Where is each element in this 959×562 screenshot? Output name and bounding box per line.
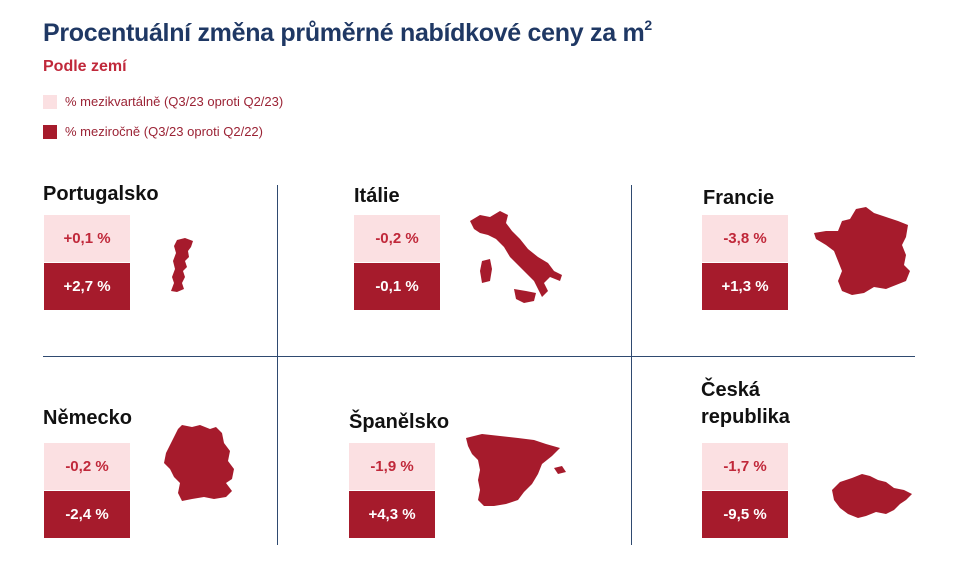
qoq-value-italy: -0,2 % <box>354 215 440 262</box>
czech-map-icon <box>832 474 912 518</box>
spain-map-icon <box>466 434 566 506</box>
qoq-value-czechia: -1,7 % <box>702 443 788 490</box>
italy-map-icon <box>470 211 562 303</box>
legend-label-qoq: % mezikvartálně (Q3/23 oproti Q2/23) <box>65 94 284 109</box>
country-name-france: Francie <box>703 187 775 209</box>
qoq-value-portugal: +0,1 % <box>44 215 130 262</box>
chart-title: Procentuální změna průměrné nabídkové ce… <box>43 17 652 47</box>
portugal-map-icon <box>171 238 193 292</box>
grid-divider-vertical-1 <box>277 185 278 545</box>
france-map-icon <box>814 207 910 295</box>
legend-item-qoq: % mezikvartálně (Q3/23 oproti Q2/23) <box>43 94 283 109</box>
legend-swatch-qoq <box>43 94 57 109</box>
qoq-value-germany: -0,2 % <box>44 443 130 490</box>
legend-item-yoy: % meziročně (Q3/23 oproti Q2/22) <box>43 124 263 139</box>
grid-divider-horizontal <box>43 356 915 357</box>
germany-map-icon <box>164 425 234 501</box>
country-name-portugal: Portugalsko <box>43 183 159 205</box>
legend-swatch-yoy <box>43 124 57 139</box>
legend-label-yoy: % meziročně (Q3/23 oproti Q2/22) <box>65 124 263 139</box>
country-name-spain: Španělsko <box>349 411 450 433</box>
yoy-value-spain: +4,3 % <box>349 491 435 538</box>
yoy-value-france: +1,3 % <box>702 263 788 310</box>
country-name-czechia: Česká republika <box>701 379 790 428</box>
yoy-value-italy: -0,1 % <box>354 263 440 310</box>
yoy-value-czechia: -9,5 % <box>702 491 788 538</box>
country-name-italy: Itálie <box>354 185 400 207</box>
yoy-value-portugal: +2,7 % <box>44 263 130 310</box>
qoq-value-spain: -1,9 % <box>349 443 435 490</box>
yoy-value-germany: -2,4 % <box>44 491 130 538</box>
country-name-germany: Německo <box>43 407 132 429</box>
grid-divider-vertical-2 <box>631 185 632 545</box>
chart-subtitle: Podle zemí <box>43 58 127 75</box>
qoq-value-france: -3,8 % <box>702 215 788 262</box>
